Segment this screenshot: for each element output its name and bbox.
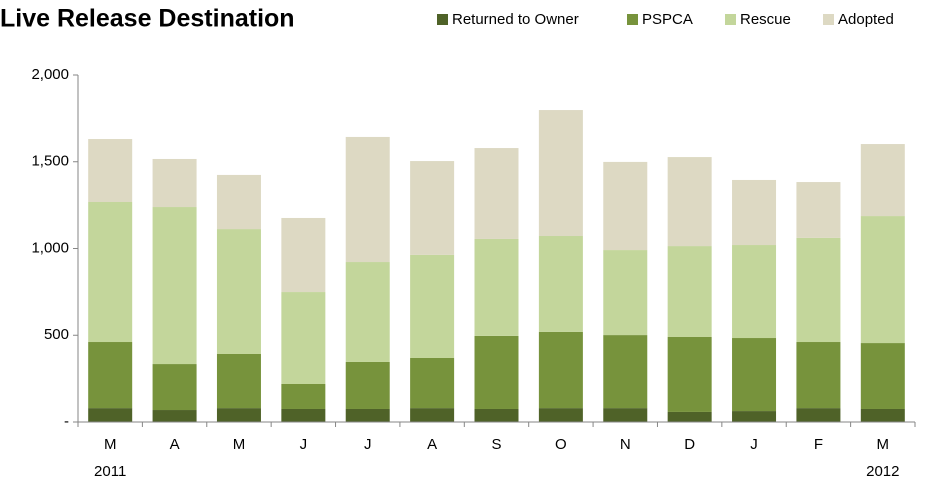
bar-segment xyxy=(667,336,712,412)
bar-segment xyxy=(860,216,905,344)
bar-segment xyxy=(152,158,197,208)
y-tick-label: 1,500 xyxy=(31,153,69,170)
legend-label: PSPCA xyxy=(642,11,693,28)
bar-segment xyxy=(88,342,133,409)
x-tick-label: J xyxy=(300,436,308,453)
bar-segment xyxy=(667,411,712,422)
bar-segment xyxy=(216,174,261,230)
bar-segment xyxy=(860,144,905,217)
legend-label: Adopted xyxy=(838,11,894,28)
legend-label: Rescue xyxy=(740,11,791,28)
bar-segment xyxy=(538,408,583,422)
bar-segment xyxy=(216,229,261,354)
bar-segment xyxy=(667,246,712,337)
bar-segment xyxy=(603,408,648,422)
bar-segment xyxy=(345,361,390,409)
x-tick-label: N xyxy=(620,436,631,453)
y-tick-label: 2,000 xyxy=(31,66,69,83)
x-tick-label: M xyxy=(877,436,890,453)
y-tick-label: - xyxy=(64,413,69,430)
bar-segment xyxy=(603,250,648,336)
bar-segment xyxy=(88,202,133,343)
year-label: 2012 xyxy=(866,463,899,480)
bar-segment xyxy=(88,139,133,203)
bar-segment xyxy=(603,335,648,409)
bar-segment xyxy=(796,342,841,409)
y-tick-label: 500 xyxy=(44,326,69,343)
x-tick-label: O xyxy=(555,436,567,453)
y-tick-label: 1,000 xyxy=(31,239,69,256)
bar-segment xyxy=(88,408,133,422)
year-label: 2011 xyxy=(94,463,126,480)
bar-segment xyxy=(796,182,841,238)
bar-segment xyxy=(216,353,261,409)
bar-segment xyxy=(732,338,777,412)
bar-segment xyxy=(345,136,390,263)
legend-swatch xyxy=(823,14,834,25)
chart-title: Live Release Destination xyxy=(0,5,295,33)
legend-swatch xyxy=(437,14,448,25)
bar-segment xyxy=(732,179,777,246)
bar-segment xyxy=(732,245,777,339)
bar-segment xyxy=(152,410,197,422)
bar-segment xyxy=(474,238,519,336)
bar-segment xyxy=(281,217,326,293)
x-tick-label: D xyxy=(684,436,695,453)
bar-segment xyxy=(667,157,712,247)
bar-segment xyxy=(860,408,905,422)
x-tick-label: F xyxy=(814,436,823,453)
legend-swatch xyxy=(725,14,736,25)
bar-segment xyxy=(796,237,841,343)
x-tick-label: A xyxy=(170,436,180,453)
legend-label: Returned to Owner xyxy=(452,11,579,28)
bar-segment xyxy=(603,161,648,251)
bar-segment xyxy=(474,408,519,422)
bar-segment xyxy=(345,262,390,362)
bar-segment xyxy=(732,411,777,422)
bar-segment xyxy=(410,254,455,358)
x-tick-label: J xyxy=(750,436,758,453)
x-tick-label: S xyxy=(491,436,501,453)
bar-segment xyxy=(538,331,583,409)
bar-segment xyxy=(281,292,326,385)
bar-segment xyxy=(860,343,905,409)
bar-segment xyxy=(538,236,583,332)
x-tick-label: A xyxy=(427,436,437,453)
bar-segment xyxy=(281,408,326,422)
bar-segment xyxy=(216,408,261,422)
bar-segment xyxy=(152,364,197,411)
bar-segment xyxy=(281,384,326,409)
legend-swatch xyxy=(627,14,638,25)
bar-segment xyxy=(410,161,455,255)
x-tick-label: J xyxy=(364,436,372,453)
bar-segment xyxy=(152,207,197,365)
bar-segment xyxy=(538,110,583,237)
x-tick-label: M xyxy=(104,436,117,453)
bar-segment xyxy=(474,335,519,409)
bar-segment xyxy=(796,408,841,422)
bar-segment xyxy=(410,357,455,409)
bar-segment xyxy=(410,408,455,422)
bar-segment xyxy=(345,408,390,422)
bar-segment xyxy=(474,148,519,239)
x-tick-label: M xyxy=(233,436,246,453)
